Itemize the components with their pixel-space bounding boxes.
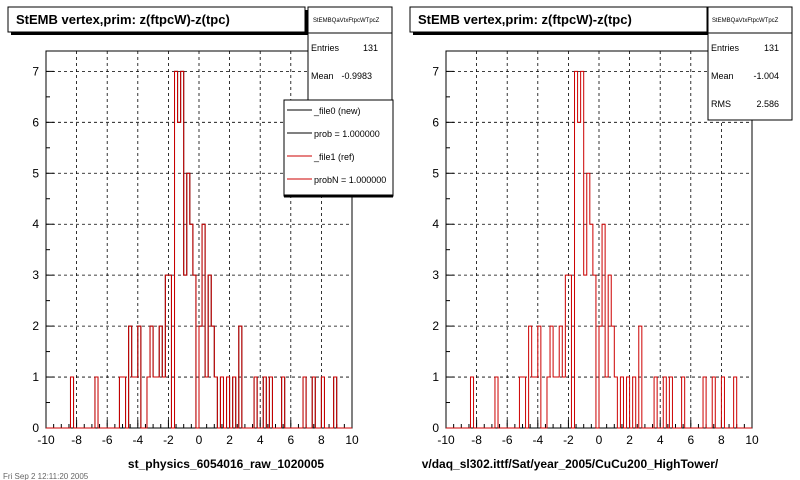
left-ytick-label: 4 — [32, 217, 39, 231]
left-xtick-label: 4 — [257, 433, 264, 447]
legend-label-file1: _file1 (ref) — [313, 152, 355, 162]
legend-entry: _file1 (ref) — [287, 152, 355, 162]
right-title-box — [409, 6, 708, 33]
right-ytick-label: 5 — [432, 166, 439, 180]
right-stats-entries-label: Entries — [711, 43, 740, 53]
left-xtick-label: -8 — [71, 433, 82, 447]
left-xtick-label: -4 — [132, 433, 143, 447]
legend-entry: _file0 (new) — [287, 106, 361, 116]
left-histogram-series-1 — [46, 70, 352, 429]
right-stats-entries-value: 131 — [764, 43, 779, 53]
right-stats-box — [707, 6, 793, 121]
left-xtick-label: 10 — [345, 433, 359, 447]
left-stats-mean-value: -0.9983 — [341, 71, 372, 81]
right-ytick-label: 3 — [432, 268, 439, 282]
right-xtick-label: -8 — [471, 433, 482, 447]
right-xtick-label: 6 — [687, 433, 694, 447]
legend-box — [283, 99, 394, 197]
right-ytick-label: 0 — [432, 421, 439, 435]
right-xtick-label: 2 — [626, 433, 633, 447]
right-xtick-label: 10 — [745, 433, 759, 447]
left-xtick-label: 2 — [226, 433, 233, 447]
left-title-box — [7, 6, 306, 33]
left-stats-entries-label: Entries — [311, 43, 340, 53]
right-ytick-label: 6 — [432, 115, 439, 129]
right-stats-mean-value: -1.004 — [753, 71, 779, 81]
right-ytick-label: 2 — [432, 319, 439, 333]
right-stats-mean-label: Mean — [711, 71, 734, 81]
left-ytick-label: 1 — [32, 370, 39, 384]
right-xtick-label: 8 — [718, 433, 725, 447]
footer-timestamp: Fri Sep 2 12:11:20 2005 — [3, 472, 89, 480]
left-histogram-panel: -10 -8 -6 -4 -2 0 2 4 6 8 10 0 1 2 3 4 5 6 7 StEMB vertex,… — [3, 6, 394, 480]
right-stats-rms-value: 2.586 — [756, 99, 779, 109]
right-xtick-label: 4 — [657, 433, 664, 447]
left-xtick-label: -2 — [163, 433, 174, 447]
left-stats-box — [307, 6, 393, 103]
right-xtick-label: -6 — [502, 433, 513, 447]
left-xtick-label: 0 — [196, 433, 203, 447]
left-ytick-label: 3 — [32, 268, 39, 282]
right-ytick-label: 1 — [432, 370, 439, 384]
legend-entry: prob = 1.000000 — [287, 129, 380, 139]
left-stats-entries-value: 131 — [363, 43, 378, 53]
right-xtick-label: 0 — [596, 433, 603, 447]
right-histogram-panel: -10 -8 -6 -4 -2 0 2 4 6 8 10 0 1 2 3 4 5 6 7 StEMB vertex,… — [409, 6, 793, 471]
left-xlabel: st_physics_6054016_raw_1020005 — [128, 457, 324, 471]
left-xtick-label: -6 — [102, 433, 113, 447]
right-xtick-label: -10 — [437, 433, 455, 447]
right-stats-rms-label: RMS — [711, 99, 731, 109]
left-xtick-label: 6 — [287, 433, 294, 447]
left-stats-mean-label: Mean — [311, 71, 334, 81]
legend-label-prob: prob = 1.000000 — [314, 129, 380, 139]
legend-label-probn: probN = 1.000000 — [314, 175, 386, 185]
right-ytick-label: 4 — [432, 217, 439, 231]
left-ytick-label: 2 — [32, 319, 39, 333]
left-ytick-label: 0 — [32, 421, 39, 435]
left-xtick-label: -10 — [37, 433, 55, 447]
right-xtick-label: -4 — [532, 433, 543, 447]
right-title: StEMB vertex,prim: z(ftpcW)-z(tpc) — [418, 12, 632, 27]
right-ytick-label: 7 — [432, 64, 439, 78]
left-stats-name: StEMBQaVtxFtpcWTpcZ — [313, 18, 380, 24]
right-xlabel: v/daq_sl302.ittf/Sat/year_2005/CuCu200_H… — [422, 457, 719, 471]
right-histogram-series-0 — [446, 70, 752, 429]
left-ytick-label: 6 — [32, 115, 39, 129]
left-title: StEMB vertex,prim: z(ftpcW)-z(tpc) — [16, 12, 230, 27]
legend-entry: probN = 1.000000 — [287, 175, 386, 185]
legend-label-file0: _file0 (new) — [313, 106, 361, 116]
right-xtick-label: -2 — [563, 433, 574, 447]
left-xtick-label: 8 — [318, 433, 325, 447]
left-ytick-label: 5 — [32, 166, 39, 180]
left-ytick-label: 7 — [32, 64, 39, 78]
right-stats-name: StEMBQaVtxFtpcWTpcZ — [712, 18, 779, 24]
